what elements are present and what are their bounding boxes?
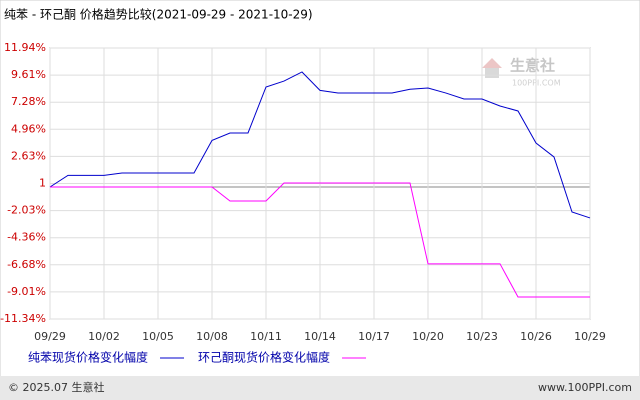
y-tick-label: 7.28% bbox=[11, 95, 46, 108]
legend-label: 纯苯现货价格变化幅度 bbox=[28, 350, 148, 365]
x-tick-label: 10/29 bbox=[574, 330, 606, 343]
x-tick-label: 10/14 bbox=[304, 330, 336, 343]
x-tick-label: 10/17 bbox=[358, 330, 390, 343]
x-tick-label: 10/20 bbox=[412, 330, 444, 343]
legend-label: 环己酮现货价格变化幅度 bbox=[198, 350, 330, 365]
watermark-brand: 生意社 bbox=[510, 57, 555, 75]
x-tick-label: 10/02 bbox=[88, 330, 120, 343]
footer-bar bbox=[0, 376, 640, 400]
x-tick-label: 10/23 bbox=[466, 330, 498, 343]
y-tick-label: 9.61% bbox=[11, 68, 46, 81]
watermark-icon bbox=[482, 58, 502, 68]
y-tick-label: 2.63% bbox=[11, 149, 46, 162]
y-tick-label: 4.96% bbox=[11, 122, 46, 135]
footer-right: www.100PPI.com bbox=[538, 381, 632, 394]
y-tick-label: 1 bbox=[39, 177, 46, 190]
y-tick-label: 11.94% bbox=[4, 41, 46, 54]
x-tick-label: 10/05 bbox=[142, 330, 174, 343]
watermark-icon bbox=[485, 68, 499, 78]
chart-title: 纯苯 - 环己酮 价格趋势比较(2021-09-29 - 2021-10-29) bbox=[4, 7, 313, 22]
x-tick-label: 09/29 bbox=[34, 330, 66, 343]
y-tick-label: -11.34% bbox=[0, 312, 46, 325]
series-line bbox=[49, 71, 591, 219]
footer-left: © 2025.07 生意社 bbox=[8, 380, 104, 394]
y-tick-label: -9.01% bbox=[7, 285, 46, 298]
y-tick-label: -4.36% bbox=[7, 231, 46, 244]
x-tick-label: 10/26 bbox=[520, 330, 552, 343]
series-line bbox=[50, 182, 590, 298]
x-tick-label: 10/11 bbox=[250, 330, 282, 343]
x-tick-label: 10/08 bbox=[196, 330, 228, 343]
y-tick-label: -6.68% bbox=[7, 258, 46, 271]
y-tick-label: -2.03% bbox=[7, 204, 46, 217]
